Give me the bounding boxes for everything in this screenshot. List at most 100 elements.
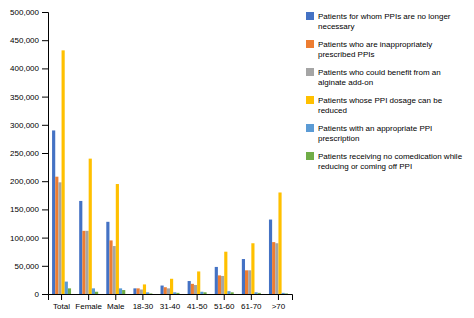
bar — [82, 231, 85, 294]
tick-mark — [42, 97, 48, 98]
legend-swatch — [306, 40, 314, 48]
bar — [143, 284, 146, 294]
x-tick: Female — [75, 294, 102, 311]
tick-mark — [42, 294, 48, 295]
bar — [95, 292, 98, 294]
y-tick: 400,000 — [10, 64, 48, 73]
bar — [242, 259, 245, 294]
tick-label: 200,000 — [10, 177, 39, 186]
bar — [113, 246, 116, 294]
legend-swatch — [306, 96, 314, 104]
bar — [65, 282, 68, 294]
legend-label-line: prescription — [318, 134, 359, 143]
legend-label-line: Patients with an appropriate PPI — [318, 124, 432, 133]
tick-label: 61-70 — [241, 302, 262, 311]
tick-label: 18-30 — [133, 302, 154, 311]
tick-mark — [61, 294, 62, 300]
bar — [164, 287, 167, 294]
bar — [68, 288, 71, 294]
legend-item: Patients whose PPI dosage can bereduced — [306, 96, 443, 115]
legend-label-line: Patients who could benefit from an — [318, 68, 441, 77]
tick-mark — [42, 125, 48, 126]
tick-label: >70 — [272, 302, 286, 311]
tick-mark — [42, 181, 48, 182]
bar — [203, 292, 206, 294]
y-tick: 200,000 — [10, 177, 48, 186]
tick-label: Female — [75, 302, 102, 311]
y-tick: 0 — [35, 290, 48, 299]
bar — [89, 159, 92, 294]
tick-label: 31-40 — [160, 302, 181, 311]
y-tick: 450,000 — [10, 36, 48, 45]
legend-label-line: prescribed PPIs — [318, 50, 374, 59]
y-tick: 300,000 — [10, 121, 48, 130]
legend-item: Patients with an appropriate PPIprescrip… — [306, 124, 432, 143]
bar — [122, 290, 125, 294]
legend-item: Patients receiving no comedication while… — [306, 152, 463, 171]
tick-label: Male — [107, 302, 125, 311]
legend-item: Patients for whom PPIs are no longernece… — [306, 12, 451, 31]
bar — [200, 292, 203, 294]
bar — [176, 293, 179, 294]
legend-swatch — [306, 152, 314, 160]
tick-label: 250,000 — [10, 149, 39, 158]
y-tick: 500,000 — [10, 8, 48, 17]
x-tick: 51-60 — [214, 294, 235, 311]
bar-series — [68, 288, 288, 294]
bar — [137, 288, 140, 294]
bar — [86, 231, 89, 294]
tick-label: 51-60 — [214, 302, 235, 311]
tick-label: 300,000 — [10, 121, 39, 130]
plot: 0 50,000 100,000 150,000 200,000 250,000 300,0… — [10, 8, 292, 311]
y-tick: 150,000 — [10, 205, 48, 214]
y-tick: 250,000 — [10, 149, 48, 158]
bar — [254, 292, 257, 294]
tick-mark — [224, 294, 225, 300]
legend-label-line: necessary — [318, 22, 354, 31]
bar — [58, 182, 61, 294]
bar — [285, 293, 288, 294]
legend-label-line: Patients for whom PPIs are no longer — [318, 12, 451, 21]
bar — [79, 201, 82, 294]
bar — [62, 50, 65, 294]
y-tick: 350,000 — [10, 93, 48, 102]
tick-label: 450,000 — [10, 36, 39, 45]
legend-label-line: alginate add-on — [318, 78, 373, 87]
bar — [167, 288, 170, 294]
y-tick: 50,000 — [15, 262, 48, 271]
bar — [224, 252, 227, 294]
bar — [140, 289, 143, 294]
x-tick: 41-50 — [187, 294, 208, 311]
bar — [133, 288, 136, 294]
bars — [52, 50, 288, 294]
y-tick: 100,000 — [10, 234, 48, 243]
tick-label: 500,000 — [10, 8, 39, 17]
bar — [282, 293, 285, 294]
tick-mark — [42, 40, 48, 41]
tick-label: 0 — [35, 290, 40, 299]
legend-item: Patients who are inappropriatelyprescrib… — [306, 40, 432, 59]
bar — [52, 130, 55, 294]
x-tick: >70 — [272, 294, 286, 311]
bar — [161, 286, 164, 294]
legend-label-line: Patients who are inappropriately — [318, 40, 432, 49]
legend-swatch — [306, 12, 314, 20]
x-tick: 31-40 — [160, 294, 181, 311]
tick-mark — [42, 266, 48, 267]
legend-label-line: reduced — [318, 106, 347, 115]
bar-series — [55, 177, 275, 294]
bar — [116, 184, 119, 294]
bar — [215, 267, 218, 294]
tick-label: 100,000 — [10, 234, 39, 243]
bar — [188, 281, 191, 294]
legend-swatch — [306, 68, 314, 76]
axis-line — [49, 295, 293, 301]
legend-label: Patients whose PPI dosage can bereduced — [318, 96, 443, 115]
bar — [149, 293, 152, 294]
bar — [269, 220, 272, 294]
legend-label: Patients who could benefit from analgina… — [318, 68, 441, 87]
bar — [55, 177, 58, 294]
bar — [245, 270, 248, 294]
tick-mark — [42, 238, 48, 239]
bar — [170, 279, 173, 294]
